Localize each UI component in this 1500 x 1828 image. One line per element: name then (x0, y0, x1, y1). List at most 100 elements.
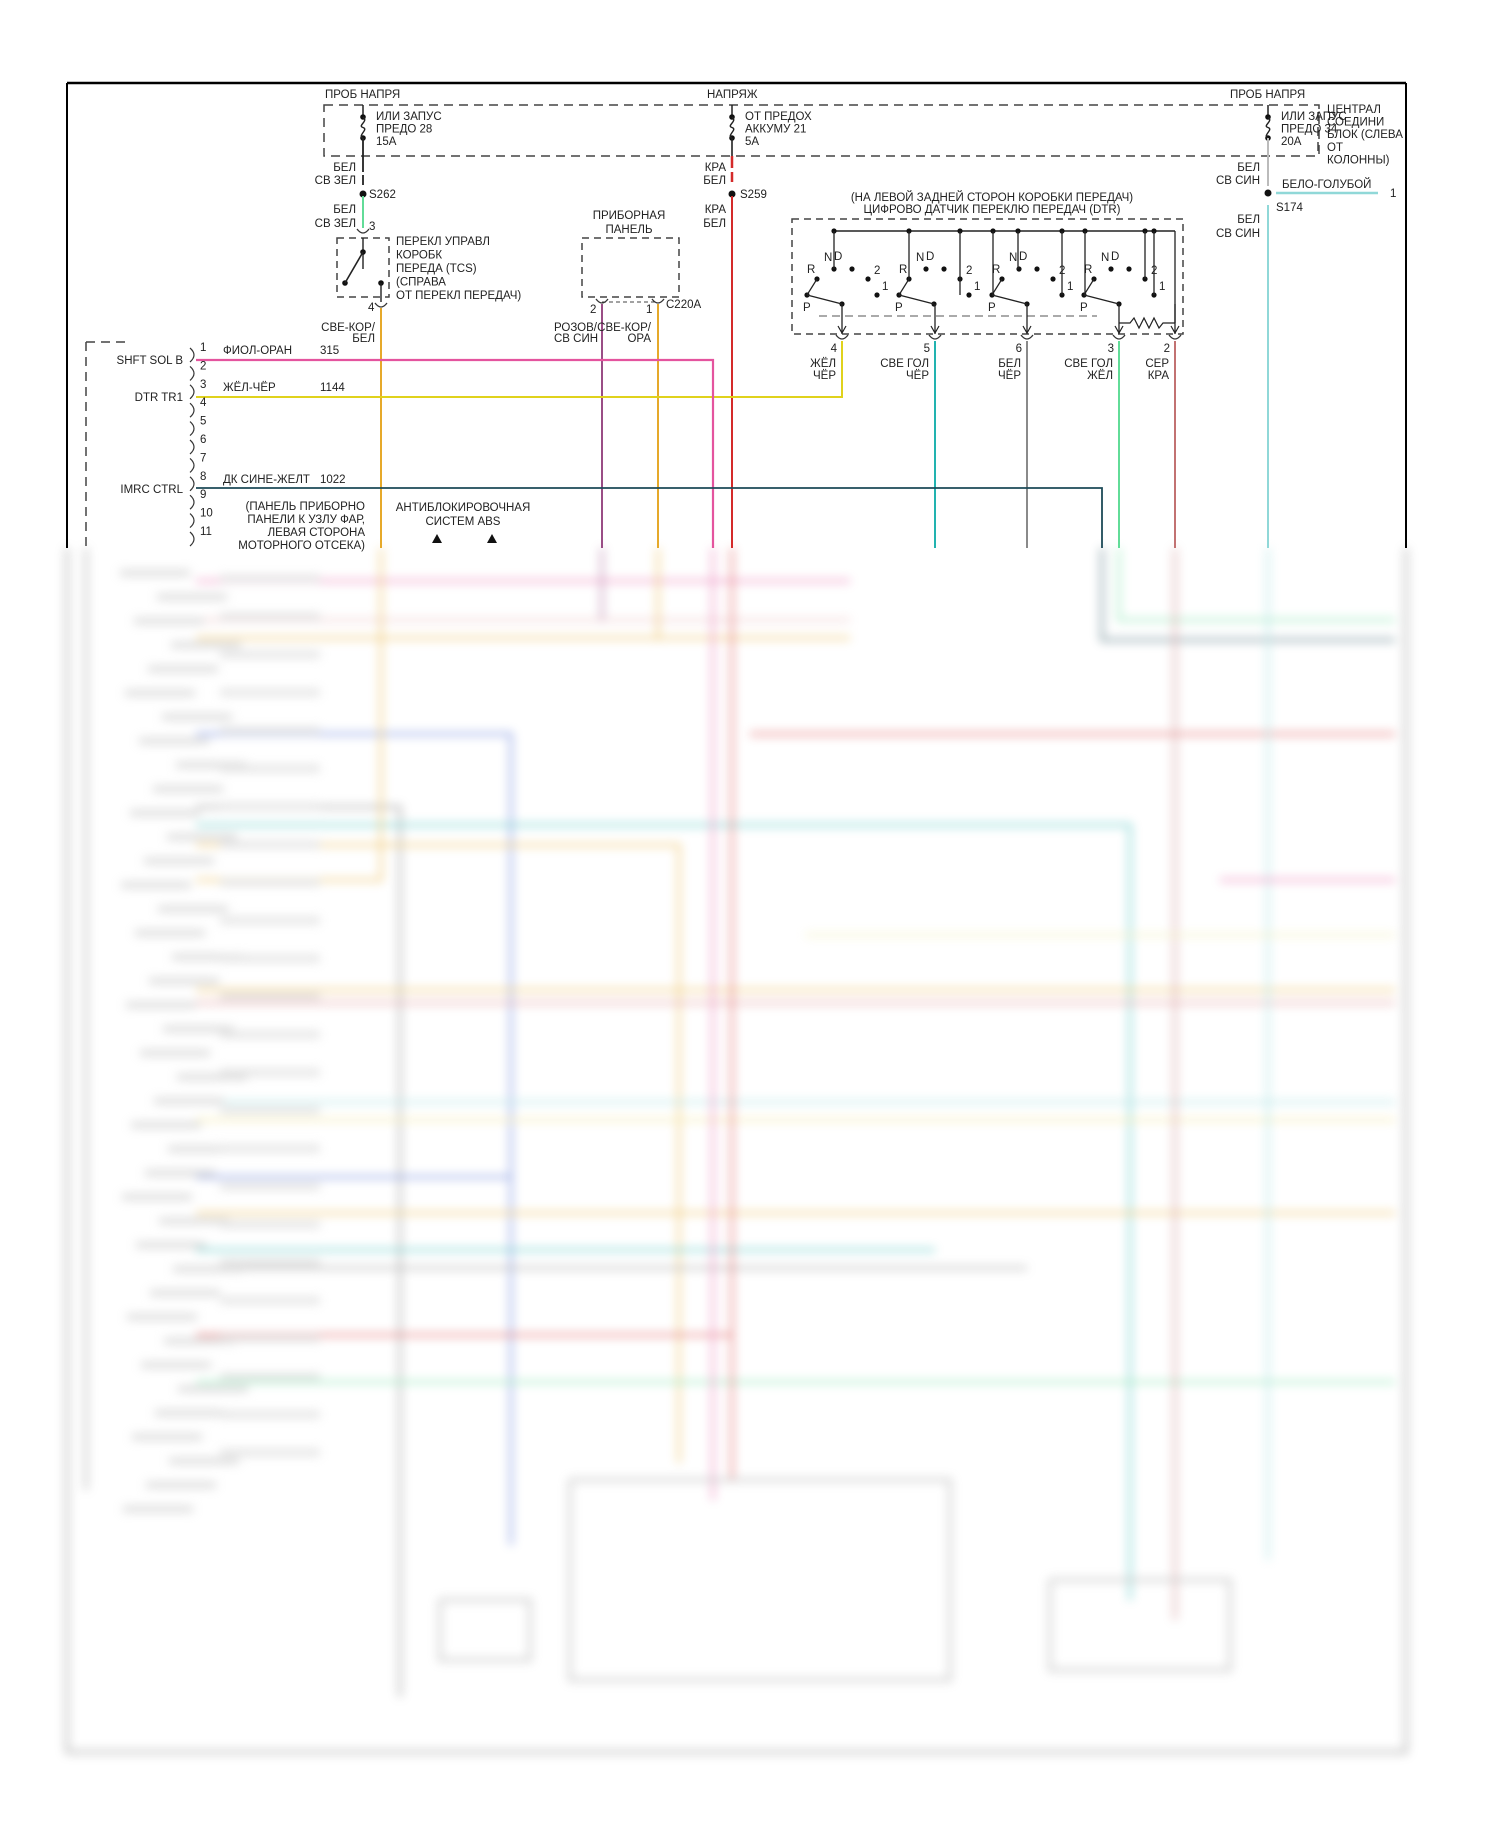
dtr-link (991, 278, 1003, 296)
voltage-label: НАПРЯЖ (707, 89, 758, 101)
central-junction-block-label: ЦЕНТРАЛ (1327, 104, 1381, 116)
dtr-position-label: 1 (1067, 281, 1073, 293)
dtr-contact (865, 276, 871, 282)
pin-number: 4 (831, 343, 838, 355)
panel-pin-1 (651, 298, 665, 304)
fuse-label: 5А (745, 136, 759, 148)
dtr-position-label: D (1019, 251, 1027, 263)
wire-color-label: СВ СИН (554, 333, 598, 345)
central-junction-block-label: БЛОК (СЛЕВА (1327, 129, 1403, 141)
wire-color-label: КРА (705, 204, 727, 216)
obscured-text (141, 1362, 211, 1368)
obscured-text (169, 1458, 239, 1464)
obscured-text (220, 575, 320, 582)
pin-number: 2 (1164, 343, 1170, 355)
pin-number: 11 (200, 526, 212, 538)
harness-note: ЛЕВАЯ СТОРОНА (268, 527, 366, 539)
obscured-text (122, 1194, 192, 1200)
dtr-pin (928, 334, 942, 340)
tcs-label: ОТ ПЕРЕКЛ ПЕРЕДАЧ) (396, 290, 521, 302)
obscured-text (176, 762, 246, 768)
harness-note: ПАНЕЛИ К УЗЛУ ФАР, (247, 514, 365, 526)
obscured-wire (196, 823, 1132, 1600)
obscured-text (220, 689, 320, 696)
arrow-up-icon (487, 534, 497, 543)
obscured-text (149, 978, 219, 984)
arrow-icon (1022, 325, 1032, 335)
obscured-text (146, 1482, 216, 1488)
fuse-label: ОТ ПРЕДОХ (745, 111, 812, 123)
dtr-position-label: D (1111, 251, 1119, 263)
connector-label: C220A (666, 299, 701, 311)
wire-color-label: ЧЁР (813, 370, 836, 382)
dtr-link (1083, 278, 1095, 296)
wire-color-label: БЕЛ (333, 204, 356, 216)
wire-color-label: ФИОЛ-ОРАН (223, 345, 292, 357)
tcs-pin-4 (374, 302, 388, 308)
wire-darkblue-yellow (196, 487, 1103, 548)
dtr-position-label: R (1084, 264, 1092, 276)
pcm-signal-label: IMRC CTRL (120, 484, 183, 496)
fuse-block-box (323, 104, 1320, 157)
pin-number: 5 (924, 343, 930, 355)
dtr-position-label: D (926, 251, 934, 263)
obscured-text (220, 765, 320, 772)
wire-violet-orange (196, 358, 715, 548)
tcs-label: КОРОБК (396, 250, 442, 262)
instrument-panel-box (581, 237, 680, 298)
connector-pin-icon (189, 347, 195, 363)
wire-color-label: СВ ЗЕЛ (315, 175, 356, 187)
fuse-label: 15А (376, 136, 397, 148)
obscured-text (177, 1074, 247, 1080)
obscured-text (220, 803, 320, 810)
obscured-text (145, 1170, 215, 1176)
panel-pin-2 (595, 298, 609, 304)
wire-color-label: СВЕ ГОЛ (880, 358, 929, 370)
probe-voltage-label-left: ПРОБ НАПРЯ (325, 89, 400, 101)
connector-pin-icon (189, 476, 195, 492)
obscured-text (148, 666, 218, 672)
wire-color-label: СВ ЗЕЛ (315, 218, 356, 230)
obscured-wire (196, 732, 513, 1545)
splice-s259 (728, 190, 736, 198)
wire-color-label: СВ СИН (1216, 175, 1260, 187)
dtr-pin (1020, 334, 1034, 340)
wire-color-label: ЖЁЛ-ЧЁР (223, 382, 276, 394)
obscured-text (220, 917, 320, 924)
dtr-position-label: D (834, 251, 842, 263)
dtr-location-label: (НА ЛЕВОЙ ЗАДНЕЙ СТОРОН КОРОБКИ ПЕРЕДАЧ) (851, 191, 1133, 204)
pin-number: 1 (646, 304, 652, 316)
wire-color-label: КРА (705, 162, 727, 174)
pin-number: 6 (200, 434, 206, 446)
wire-color-label: КРА (1148, 370, 1170, 382)
pin-number: 10 (200, 508, 213, 520)
abs-label: СИСТЕМ ABS (426, 516, 501, 528)
connector-pin-icon (189, 439, 195, 455)
tcs-label: (СПРАВА (396, 277, 446, 289)
splice-label: S259 (740, 189, 767, 201)
wire-color-label: БЕЛ (1237, 162, 1260, 174)
obscured-wire (196, 805, 402, 1697)
dtr-contact (1108, 266, 1114, 272)
fuse-icon (360, 116, 366, 139)
arrow-icon (837, 325, 847, 335)
dtr-position-label: N (824, 252, 832, 264)
pin-number: 1 (1390, 188, 1396, 200)
connector-pin-icon (189, 494, 195, 510)
dtr-sensor-box (791, 218, 1184, 335)
dtr-position-label: 2 (874, 265, 880, 277)
obscured-text (157, 594, 227, 600)
dtr-pin (835, 334, 849, 340)
dtr-switch-arm (1083, 294, 1120, 305)
wire-color-label: СВЕ ГОЛ (1064, 358, 1113, 370)
wire-color-label: СВЕ-КОР/ (321, 322, 376, 334)
obscured-text (220, 993, 320, 1000)
connector-pin-icon (189, 457, 195, 473)
instrument-panel-label: ПАНЕЛЬ (605, 224, 652, 236)
instrument-panel-label: ПРИБОРНАЯ (593, 210, 666, 222)
pin-number: 3 (200, 379, 206, 391)
resistor-icon (1119, 316, 1175, 330)
tcs-label: ПЕРЕДА (TCS) (396, 263, 477, 275)
obscured-text (162, 714, 232, 720)
obscured-text (171, 642, 241, 648)
